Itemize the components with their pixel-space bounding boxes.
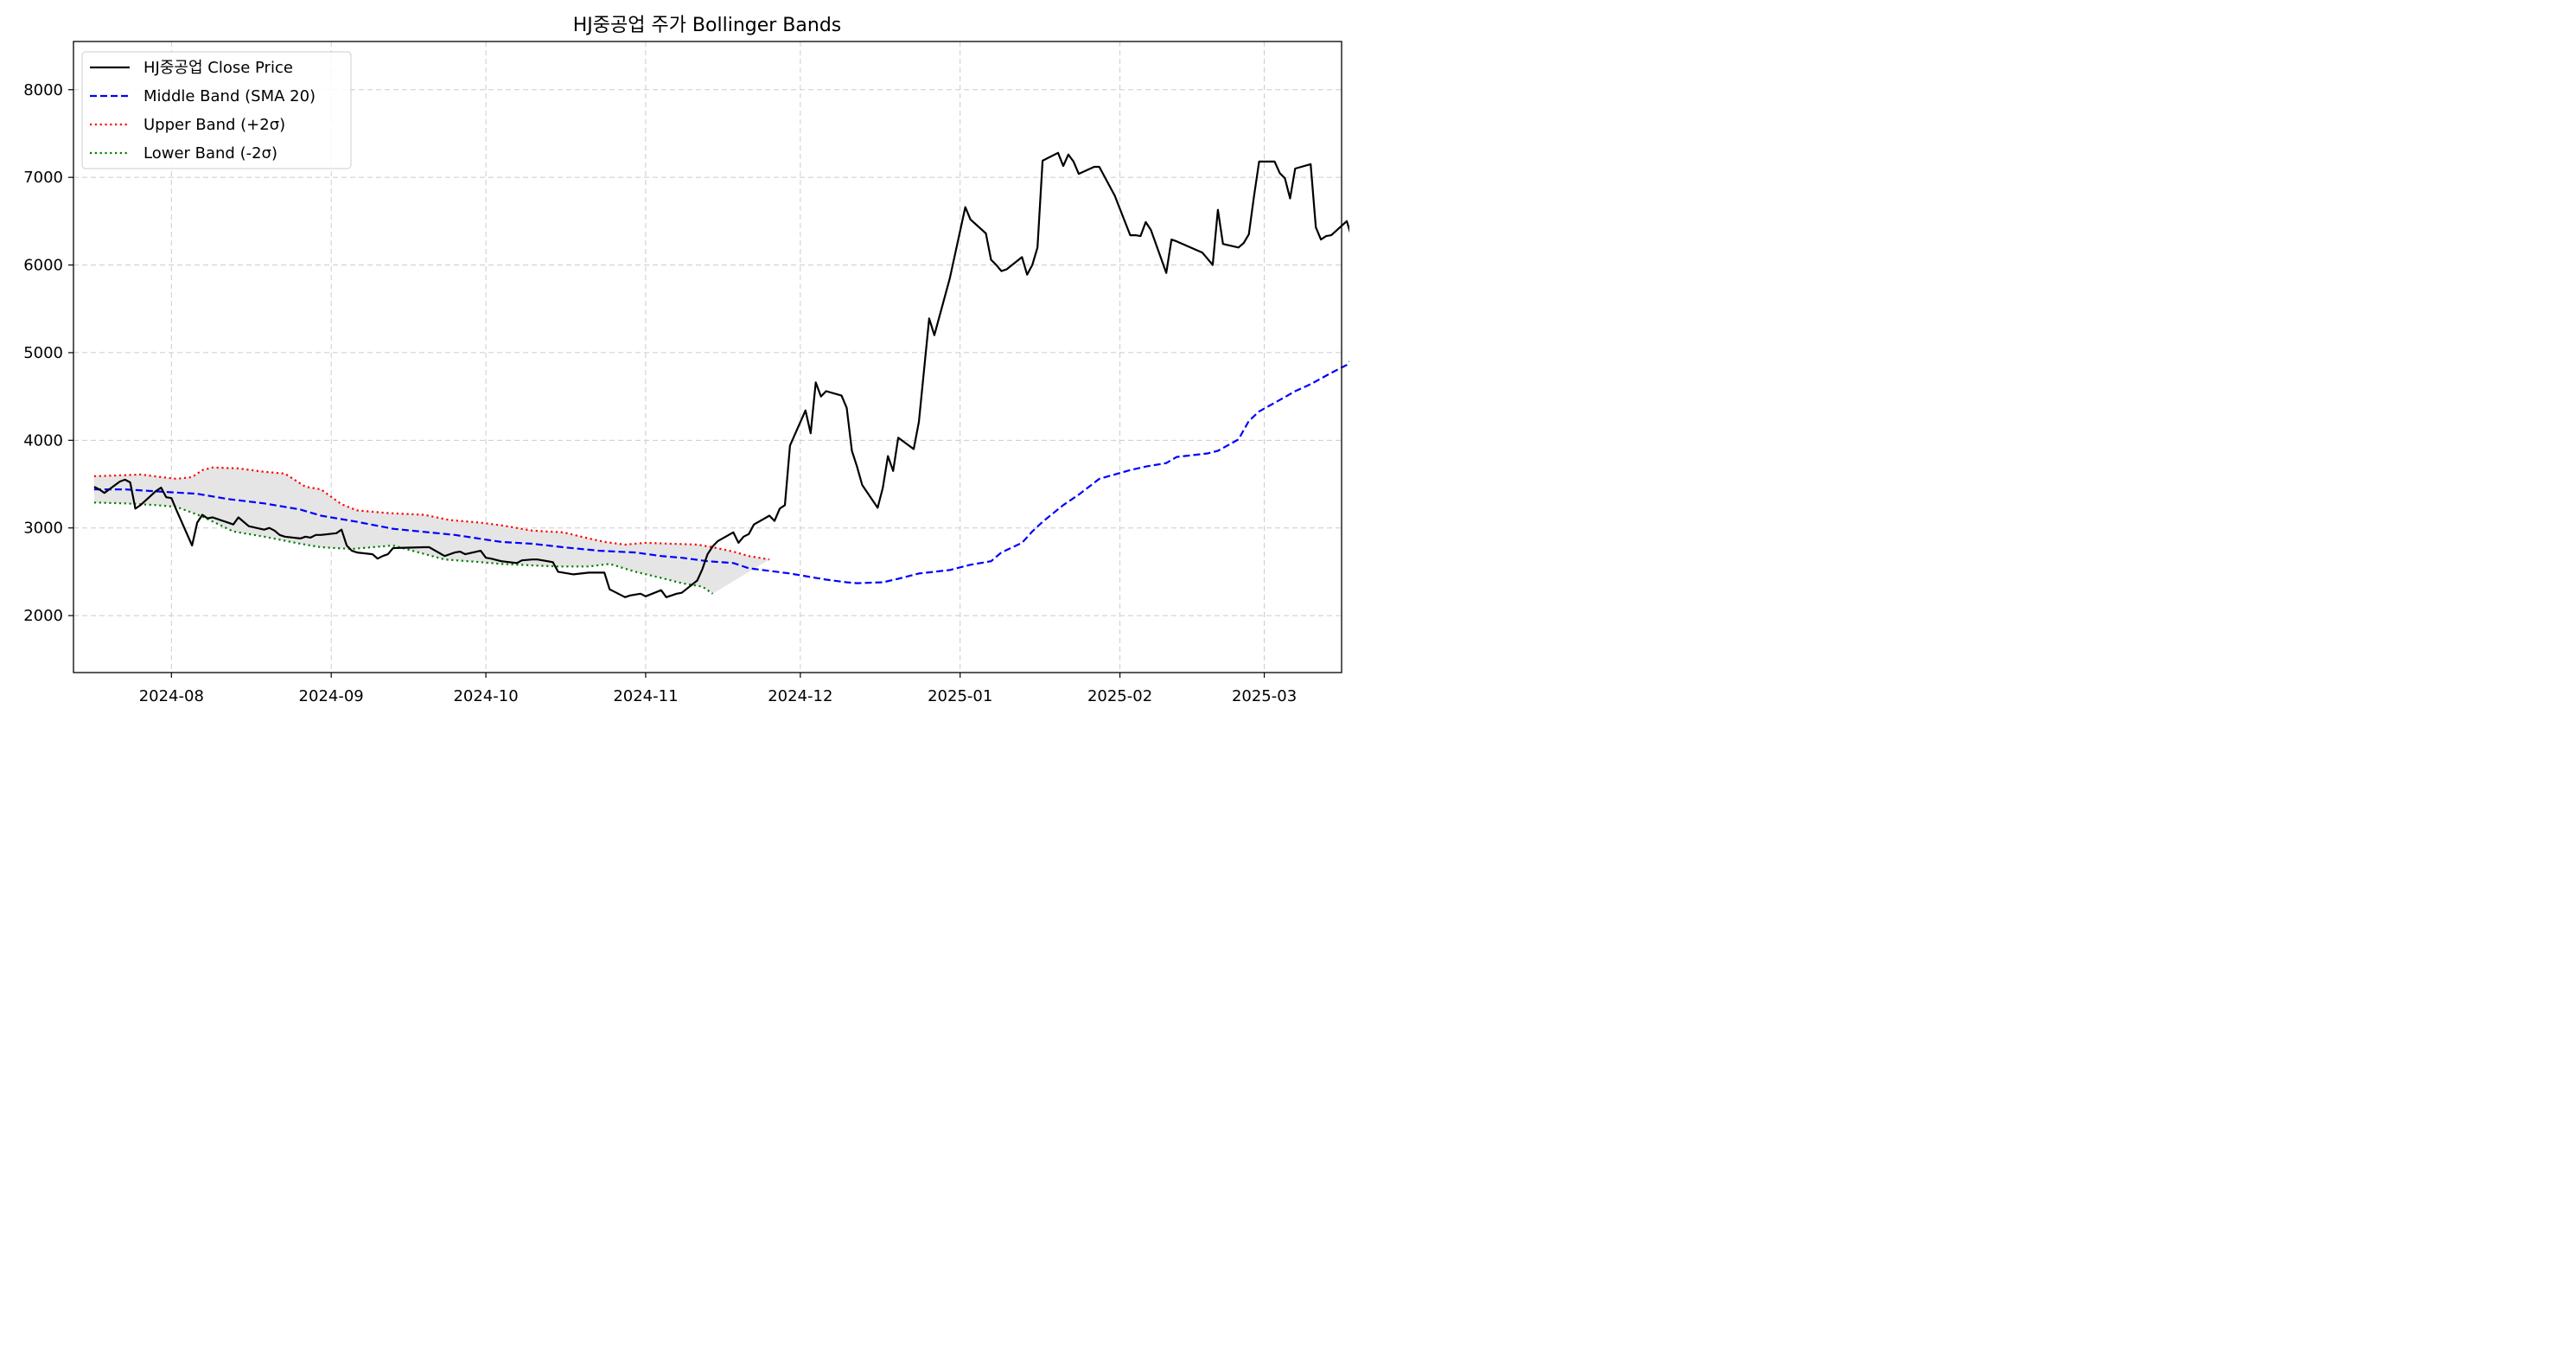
y-tick-label: 8000 — [23, 81, 63, 99]
bollinger-chart: HJ중공업 주가 Bollinger Bands 2024-08 2024-09 2… — [0, 0, 1349, 715]
legend: HJ중공업 Close Price Middle Band (SMA 20) U… — [81, 51, 352, 169]
y-tick-label: 4000 — [23, 431, 63, 450]
legend-label-middle: Middle Band (SMA 20) — [143, 87, 316, 105]
x-tick-label: 2025-03 — [1232, 687, 1297, 705]
x-tick-label: 2024-12 — [768, 687, 832, 705]
x-tick-label: 2024-11 — [613, 687, 678, 705]
close-price-line — [93, 151, 1349, 598]
axes: 2024-08 2024-09 2024-10 2024-11 2024-12 2025-… — [23, 81, 1297, 705]
y-tick-label: 3000 — [23, 520, 63, 538]
x-tick-label: 2025-01 — [928, 687, 992, 705]
upper-band-line — [93, 466, 770, 561]
series-lines — [93, 151, 1349, 598]
y-tick-label: 6000 — [23, 257, 63, 275]
legend-box — [81, 51, 352, 169]
y-tick-label: 2000 — [23, 607, 63, 625]
y-tick-label: 7000 — [23, 169, 63, 187]
x-tick-label: 2024-09 — [299, 687, 364, 705]
x-tick-label: 2024-08 — [139, 687, 204, 705]
band-fill-area — [93, 467, 770, 594]
middle-band-line — [93, 360, 1349, 584]
y-tick-label: 5000 — [23, 344, 63, 362]
legend-label-upper: Upper Band (+2σ) — [143, 116, 285, 134]
legend-label-lower: Lower Band (-2σ) — [143, 144, 277, 163]
legend-label-close: HJ중공업 Close Price — [143, 59, 293, 77]
x-tick-label: 2025-02 — [1087, 687, 1152, 705]
lower-band-line — [93, 501, 714, 595]
plot-frame — [73, 41, 1342, 673]
x-tick-label: 2024-10 — [453, 687, 518, 705]
chart-title: HJ중공업 주가 Bollinger Bands — [573, 15, 842, 36]
